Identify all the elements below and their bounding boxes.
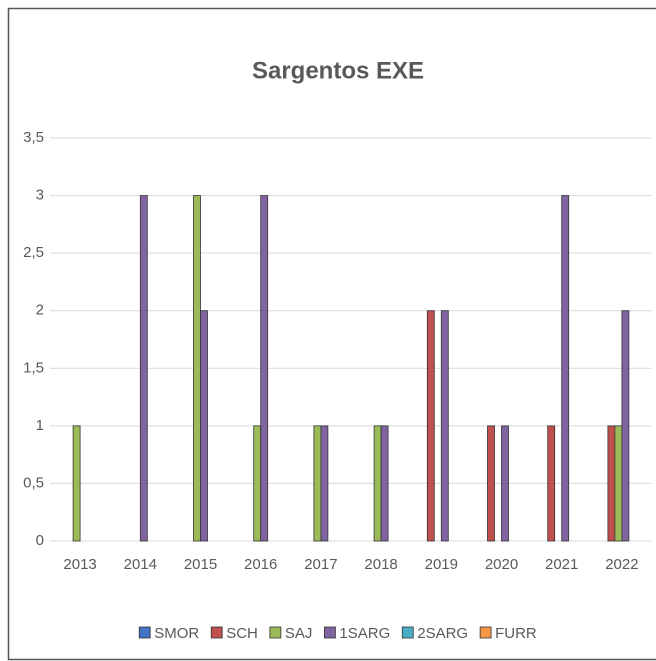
y-tick-label: 0 <box>36 532 44 549</box>
legend-label: 2SARG <box>417 625 468 642</box>
bar <box>547 425 556 542</box>
bar <box>380 425 389 542</box>
x-tick-label: 2021 <box>545 556 578 573</box>
bar <box>621 310 630 542</box>
y-tick-label: 2 <box>36 302 44 319</box>
chart-frame <box>7 7 656 661</box>
bar <box>313 425 322 542</box>
bar <box>260 195 269 542</box>
x-tick-label: 2015 <box>184 556 217 573</box>
bar <box>487 425 495 542</box>
bar <box>139 195 148 542</box>
bar <box>320 425 329 542</box>
legend-swatch <box>138 626 151 639</box>
legend-label: SMOR <box>154 625 199 642</box>
legend-swatch <box>269 626 282 639</box>
x-tick-label: 2017 <box>304 556 337 573</box>
y-tick-label: 1,5 <box>23 359 44 376</box>
bar <box>72 425 81 542</box>
legend-label: SAJ <box>285 625 313 642</box>
y-tick-label: 2,5 <box>23 244 44 261</box>
legend-swatch <box>401 626 414 639</box>
y-tick-label: 1 <box>36 417 44 434</box>
bar <box>607 425 616 542</box>
bar <box>193 195 201 542</box>
bar <box>373 425 382 542</box>
bar <box>501 425 509 542</box>
x-tick-label: 2020 <box>485 556 518 573</box>
bar <box>200 310 208 542</box>
bar <box>614 425 623 542</box>
y-tick-label: 3 <box>36 187 44 204</box>
x-tick-label: 2018 <box>364 556 397 573</box>
legend-swatch <box>210 626 223 639</box>
bar <box>440 310 449 542</box>
y-tick-label: 0,5 <box>23 474 44 491</box>
chart-title: Sargentos EXE <box>252 57 424 84</box>
legend-label: 1SARG <box>339 625 390 642</box>
bar <box>426 310 435 542</box>
x-tick-label: 2022 <box>605 556 638 573</box>
legend-swatch <box>323 626 336 639</box>
bar <box>253 425 262 542</box>
legend-label: SCH <box>226 625 258 642</box>
x-tick-label: 2016 <box>244 556 277 573</box>
y-tick-label: 3,5 <box>23 129 44 146</box>
bar <box>561 195 570 542</box>
x-tick-label: 2019 <box>425 556 458 573</box>
x-tick-label: 2014 <box>124 556 157 573</box>
legend-label: FURR <box>495 625 537 642</box>
x-tick-label: 2013 <box>63 556 96 573</box>
legend-swatch <box>479 626 492 639</box>
